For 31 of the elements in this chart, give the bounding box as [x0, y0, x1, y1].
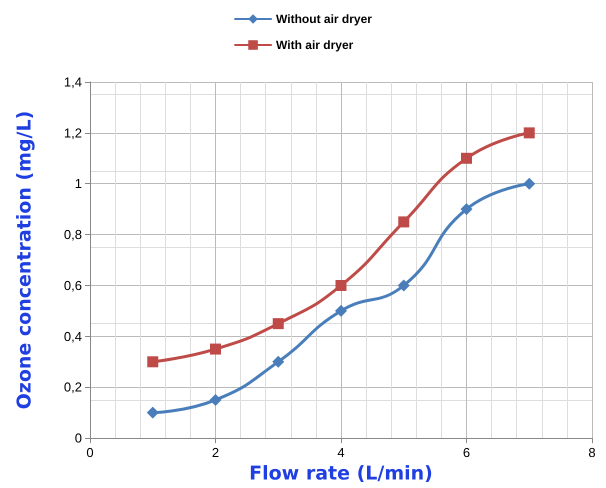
y-tick-label: 0,4: [64, 328, 82, 344]
x-axis-title: Flow rate (L/min): [249, 462, 433, 484]
x-tick-label: 8: [588, 445, 596, 460]
y-tick-label: 0,2: [64, 380, 82, 395]
point: [272, 318, 284, 330]
point: [398, 279, 410, 292]
x-tick-label: 0: [86, 445, 94, 460]
x-tick-label: 6: [462, 445, 470, 460]
legend-label: With air dryer: [276, 38, 354, 52]
y-tick-label: 0,6: [64, 278, 82, 293]
y-tick-label: 1,2: [64, 125, 82, 140]
point: [524, 127, 535, 138]
point: [336, 280, 346, 291]
point: [147, 356, 158, 368]
point: [398, 216, 410, 228]
point: [210, 394, 222, 406]
y-tick-label: 1,4: [64, 74, 82, 90]
y-axis-title: Ozone concentration (mg/L): [14, 110, 36, 410]
legend-label: Without air dryer: [276, 12, 372, 26]
point: [210, 344, 221, 355]
x-tick-label: 2: [212, 445, 220, 460]
point: [272, 356, 284, 368]
point: [460, 203, 472, 216]
point: [146, 406, 159, 419]
point: [335, 304, 347, 317]
point: [461, 152, 472, 164]
x-tick-label: 4: [337, 445, 345, 460]
point: [523, 178, 536, 190]
y-tick-label: 0,8: [64, 227, 82, 242]
y-tick-label: 0: [74, 430, 82, 446]
y-tick-label: 1: [74, 176, 82, 192]
